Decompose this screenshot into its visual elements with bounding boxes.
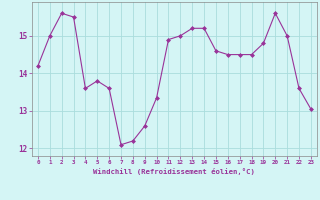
X-axis label: Windchill (Refroidissement éolien,°C): Windchill (Refroidissement éolien,°C) [93,168,255,175]
